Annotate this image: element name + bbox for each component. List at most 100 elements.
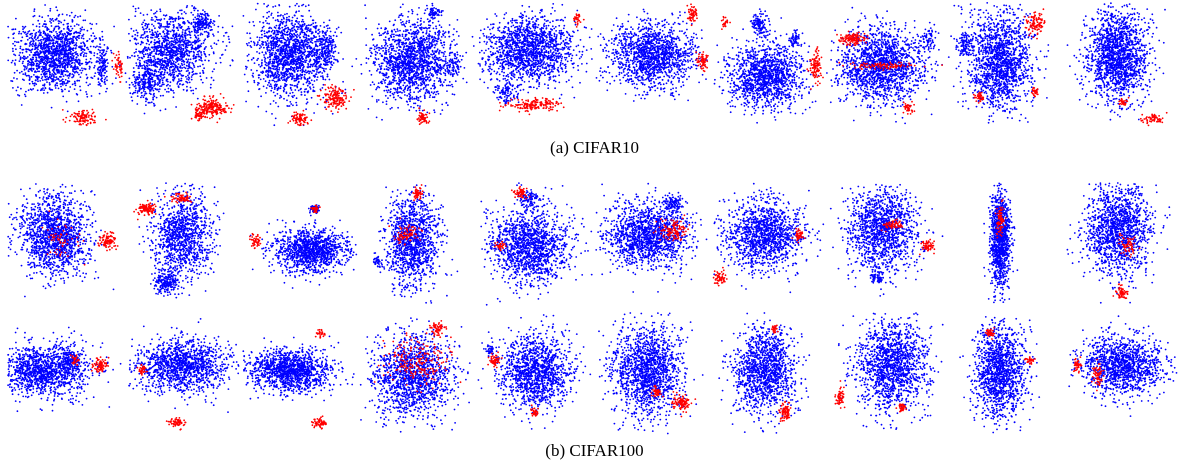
in-distribution-point xyxy=(184,41,186,43)
in-distribution-point xyxy=(189,32,191,34)
in-distribution-point xyxy=(165,46,167,48)
in-distribution-point xyxy=(205,46,207,48)
in-distribution-point xyxy=(160,10,162,12)
in-distribution-point xyxy=(173,61,175,63)
in-distribution-point xyxy=(149,52,151,54)
in-distribution-point xyxy=(197,45,199,47)
in-distribution-point xyxy=(44,20,46,22)
in-distribution-point xyxy=(49,71,51,73)
in-distribution-point xyxy=(102,65,104,67)
in-distribution-point xyxy=(7,60,9,62)
in-distribution-point xyxy=(188,59,190,61)
in-distribution-point xyxy=(37,20,39,22)
in-distribution-point xyxy=(43,70,45,72)
in-distribution-point xyxy=(38,60,40,62)
in-distribution-point xyxy=(100,72,102,74)
in-distribution-point xyxy=(34,8,36,10)
in-distribution-point xyxy=(143,64,145,66)
in-distribution-point xyxy=(21,36,23,38)
in-distribution-point xyxy=(85,59,87,61)
in-distribution-point xyxy=(69,57,71,59)
in-distribution-point xyxy=(64,88,66,90)
in-distribution-point xyxy=(48,53,50,55)
in-distribution-point xyxy=(196,73,198,75)
in-distribution-point xyxy=(172,21,174,23)
in-distribution-point xyxy=(25,34,27,36)
in-distribution-point xyxy=(163,30,165,32)
outlier-point xyxy=(115,66,117,68)
in-distribution-point xyxy=(177,12,179,14)
in-distribution-point xyxy=(49,64,51,66)
in-distribution-point xyxy=(160,18,162,20)
outlier-point xyxy=(116,59,118,61)
in-distribution-point xyxy=(49,31,51,33)
in-distribution-point xyxy=(169,47,171,49)
in-distribution-point xyxy=(159,8,161,10)
in-distribution-point xyxy=(104,69,106,71)
in-distribution-point xyxy=(146,43,148,45)
in-distribution-point xyxy=(83,49,85,51)
in-distribution-point xyxy=(106,66,108,68)
in-distribution-point xyxy=(19,48,21,50)
in-distribution-point xyxy=(156,36,158,38)
in-distribution-point xyxy=(42,84,44,86)
in-distribution-point xyxy=(48,42,50,44)
in-distribution-point xyxy=(129,40,131,42)
in-distribution-point xyxy=(143,28,145,30)
in-distribution-point xyxy=(178,80,180,82)
in-distribution-point xyxy=(57,69,59,71)
in-distribution-point xyxy=(68,34,70,36)
in-distribution-point xyxy=(143,54,145,56)
in-distribution-point xyxy=(169,60,171,62)
in-distribution-point xyxy=(38,40,40,42)
in-distribution-point xyxy=(106,76,108,78)
in-distribution-point xyxy=(165,63,167,65)
in-distribution-point xyxy=(94,72,96,74)
in-distribution-point xyxy=(220,62,222,64)
in-distribution-point xyxy=(214,42,216,44)
in-distribution-point xyxy=(24,44,26,46)
in-distribution-point xyxy=(79,15,81,17)
in-distribution-point xyxy=(31,81,33,83)
in-distribution-point xyxy=(179,83,181,85)
in-distribution-point xyxy=(55,87,57,89)
in-distribution-point xyxy=(98,81,100,83)
in-distribution-point xyxy=(60,71,62,73)
in-distribution-point xyxy=(94,52,96,54)
in-distribution-point xyxy=(179,10,181,12)
in-distribution-point xyxy=(154,20,156,22)
in-distribution-point xyxy=(22,62,24,64)
in-distribution-point xyxy=(30,41,32,43)
in-distribution-point xyxy=(186,89,188,91)
in-distribution-point xyxy=(60,76,62,78)
in-distribution-point xyxy=(133,67,135,69)
in-distribution-point xyxy=(35,39,37,41)
in-distribution-point xyxy=(156,19,158,21)
in-distribution-point xyxy=(100,58,102,60)
outlier-point xyxy=(69,120,71,122)
in-distribution-point xyxy=(169,56,171,58)
in-distribution-point xyxy=(13,77,15,79)
in-distribution-point xyxy=(36,63,38,65)
in-distribution-point xyxy=(74,64,76,66)
in-distribution-point xyxy=(29,54,31,56)
in-distribution-point xyxy=(102,69,104,71)
in-distribution-point xyxy=(162,60,164,62)
in-distribution-point xyxy=(73,67,75,69)
in-distribution-point xyxy=(24,32,26,34)
in-distribution-point xyxy=(213,53,215,55)
in-distribution-point xyxy=(42,36,44,38)
in-distribution-point xyxy=(74,81,76,83)
in-distribution-points xyxy=(125,5,234,114)
in-distribution-point xyxy=(83,54,85,56)
in-distribution-point xyxy=(111,66,113,68)
in-distribution-point xyxy=(18,41,20,43)
in-distribution-point xyxy=(159,64,161,66)
in-distribution-point xyxy=(210,45,212,47)
outlier-point xyxy=(75,116,77,118)
in-distribution-point xyxy=(148,60,150,62)
in-distribution-point xyxy=(94,35,96,37)
in-distribution-point xyxy=(180,36,182,38)
in-distribution-point xyxy=(51,47,53,49)
in-distribution-point xyxy=(215,62,217,64)
